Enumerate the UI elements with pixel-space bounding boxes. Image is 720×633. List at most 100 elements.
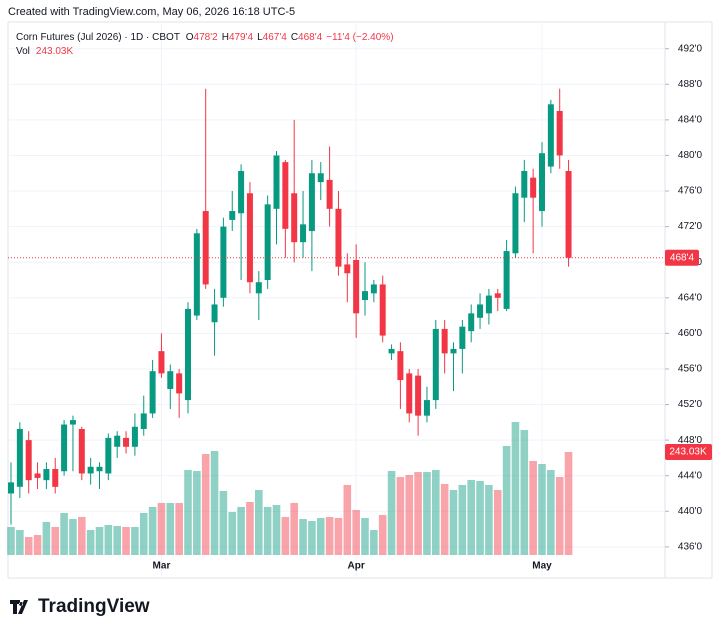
y-tick-label: 440'0 (678, 506, 703, 517)
volume-bar (325, 516, 334, 555)
candle-body (202, 211, 209, 285)
legend-change: −11'4 (−2.40%) (326, 32, 393, 43)
candle-body (388, 348, 395, 354)
candle-body (105, 437, 112, 474)
volume-bar (193, 470, 201, 555)
legend-line: Corn Futures (Jul 2026) · 1D · CBOT O478'… (16, 32, 394, 43)
x-tick-label: Apr (348, 561, 365, 572)
legend-value: 467'4 (263, 32, 288, 43)
candle-body (362, 291, 368, 300)
volume-bar (16, 529, 24, 555)
candle-body (158, 351, 165, 374)
candle-body (459, 326, 466, 349)
volume-bar (281, 516, 290, 555)
candle-body (8, 482, 14, 494)
candle-body (485, 295, 492, 314)
volume-bar (555, 477, 564, 555)
candle-body (149, 371, 156, 414)
volume-bar (423, 472, 431, 555)
chart-frame (7, 21, 713, 579)
volume-bar (86, 529, 95, 555)
volume-bar (148, 506, 157, 555)
volume-bar (520, 430, 529, 555)
candle-body (353, 259, 360, 314)
volume-bar (343, 484, 352, 555)
candle-body (556, 110, 563, 156)
logo (10, 600, 28, 614)
volume-bar (42, 521, 51, 555)
volume-bar (440, 484, 449, 555)
candle-body (123, 437, 130, 447)
y-tick-label: 488'0 (678, 79, 703, 90)
candle-body (96, 466, 103, 472)
candle-body (220, 226, 227, 298)
volume-badge (665, 443, 712, 460)
volume-bar (378, 514, 387, 555)
candle-body (494, 293, 501, 298)
last-price-label: 468'4 (670, 252, 695, 263)
candle-body (34, 473, 41, 478)
volume-bar (432, 469, 440, 555)
volume-bar (493, 489, 502, 555)
y-tick-label: 444'0 (678, 470, 703, 481)
volume-bar (290, 502, 298, 555)
y-tick-label: 476'0 (678, 186, 703, 197)
candle-body (397, 351, 404, 381)
y-tick-label: 436'0 (678, 542, 703, 553)
volume-bar (370, 529, 378, 555)
x-tick-label: Mar (153, 561, 171, 572)
volume-bar (316, 517, 325, 555)
candle-body (521, 171, 528, 198)
watermark: Created with TradingView.com, May 06, 20… (8, 6, 295, 18)
legend-key: H (222, 32, 229, 43)
volume-bar (69, 519, 77, 555)
volume-bar (60, 512, 68, 555)
volume-bar (131, 526, 139, 555)
volume-bar (449, 489, 458, 555)
candle-body (211, 304, 218, 323)
legend-value: 468'4 (298, 32, 323, 43)
y-tick-label: 448'0 (678, 435, 703, 446)
volume-bar (467, 479, 475, 555)
legend-key: O (186, 32, 194, 43)
legend-key: L (257, 32, 263, 43)
candle-body (140, 413, 147, 429)
candle-body (273, 155, 280, 209)
candle-body (308, 173, 315, 232)
volume-bar (113, 526, 121, 555)
candle-body (229, 211, 236, 220)
candle-body (61, 424, 68, 472)
candle-body (432, 328, 439, 401)
volume-bar (502, 445, 511, 555)
volume-bar (414, 472, 422, 555)
volume-bar (7, 526, 15, 555)
volume-bar (210, 450, 219, 555)
volume-bar (263, 506, 272, 555)
candle-body (282, 162, 289, 229)
volume-bar (476, 480, 484, 555)
legend-value: 479'4 (229, 32, 254, 43)
volume-badge-label: 243.03K (669, 447, 707, 458)
candle-body (114, 435, 121, 447)
candle-body (415, 375, 422, 416)
candle-body (185, 308, 191, 401)
candle-body (503, 251, 510, 309)
brand: TradingView (38, 596, 150, 617)
volume-bar (166, 502, 175, 555)
legend-value: 478'2 (194, 32, 219, 43)
volume-name: Vol (16, 46, 30, 57)
volume-bar (538, 464, 546, 555)
volume-value: 243.03K (36, 46, 74, 57)
candle-body (131, 426, 138, 447)
candle-body (441, 328, 448, 354)
candle-body (193, 233, 200, 316)
candle-body (565, 171, 572, 258)
candle-body (43, 469, 50, 481)
y-tick-label: 460'0 (678, 328, 703, 339)
volume-bar (201, 453, 210, 555)
volume-bar (299, 519, 307, 555)
candle-body (291, 193, 298, 243)
volume-bar (228, 511, 237, 555)
y-tick-label: 492'0 (678, 43, 703, 54)
